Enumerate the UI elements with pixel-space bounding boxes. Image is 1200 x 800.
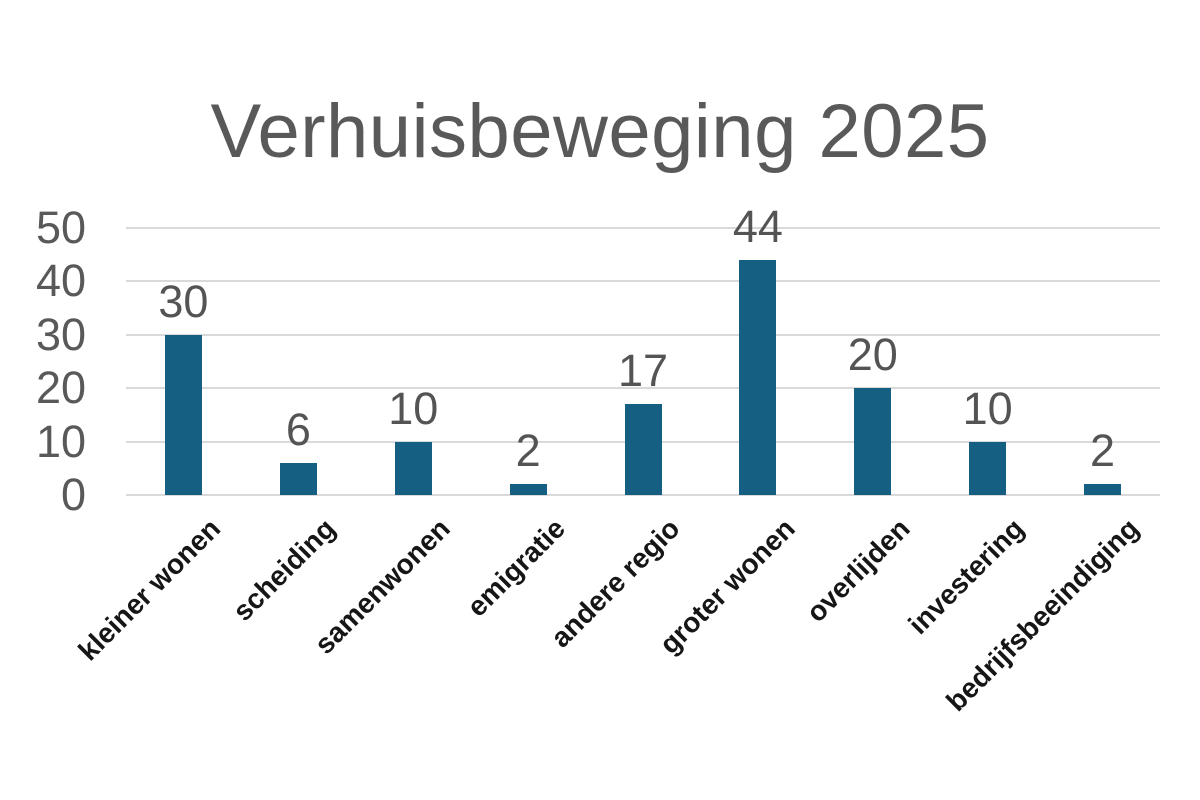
y-axis-tick-label: 50 [35, 202, 86, 253]
gridline [126, 227, 1160, 229]
bar-value-label: 17 [617, 345, 669, 397]
gridline [126, 333, 1160, 336]
bar [394, 441, 432, 495]
gridline [126, 387, 1160, 390]
bar-value-label: 10 [962, 382, 1013, 434]
chart-title: Verhuisbeweging 2025 [210, 89, 990, 174]
x-axis-category-label: overlijden [799, 512, 916, 629]
bar [279, 462, 317, 495]
bar [624, 404, 662, 495]
bar [739, 260, 777, 495]
x-axis-category-label: investering [902, 512, 1031, 641]
bar-value-label: 2 [1090, 425, 1116, 477]
y-axis-tick-label: 0 [60, 469, 86, 520]
bar-value-label: 10 [388, 382, 439, 434]
y-axis-tick-label: 40 [35, 255, 86, 307]
bar [854, 388, 892, 495]
bar-value-label: 6 [285, 403, 311, 455]
x-axis-category-label: scheiding [226, 512, 341, 627]
bar [969, 441, 1007, 495]
bar [164, 334, 202, 495]
y-axis-tick-label: 10 [35, 415, 86, 467]
bar-value-label: 30 [158, 275, 209, 327]
y-axis-tick-label: 20 [35, 362, 86, 414]
y-axis-tick-label: 30 [35, 308, 86, 360]
x-axis-category-label: emigratie [460, 512, 571, 623]
bar-value-label: 44 [732, 201, 783, 253]
bar-value-label: 20 [847, 329, 898, 381]
gridline [126, 494, 1160, 496]
bar [1084, 484, 1122, 495]
gridline [126, 280, 1160, 283]
bar [509, 484, 547, 495]
bar-value-label: 2 [515, 425, 541, 477]
x-axis-category-label: bedrijfsbeeindiging [940, 512, 1146, 718]
x-axis-category-label: kleiner wonen [72, 512, 226, 667]
